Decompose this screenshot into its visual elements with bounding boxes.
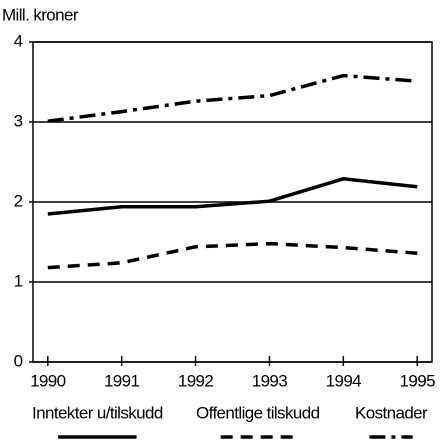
x-tick-label: 1994 <box>326 371 362 390</box>
y-tick-label: 1 <box>14 271 23 290</box>
y-tick-label: 3 <box>14 111 23 130</box>
y-axis-label: Mill. kroner <box>2 5 79 24</box>
series-line <box>47 177 418 216</box>
legend-label: Kostnader <box>355 403 428 422</box>
x-tick-label: 1993 <box>252 371 288 390</box>
y-tick-label: 2 <box>14 191 23 210</box>
y-tick-label: 4 <box>14 31 23 50</box>
series-line <box>47 241 418 270</box>
y-tick-label: 0 <box>14 351 23 370</box>
series-line <box>47 73 418 123</box>
x-tick-label: 1992 <box>178 371 214 390</box>
legend-label: Offentlige tilskudd <box>196 403 320 422</box>
legend-label: Inntekter u/tilskudd <box>32 403 163 422</box>
x-tick-label: 1990 <box>30 371 66 390</box>
x-tick-label: 1995 <box>400 371 436 390</box>
x-tick-label: 1991 <box>104 371 140 390</box>
